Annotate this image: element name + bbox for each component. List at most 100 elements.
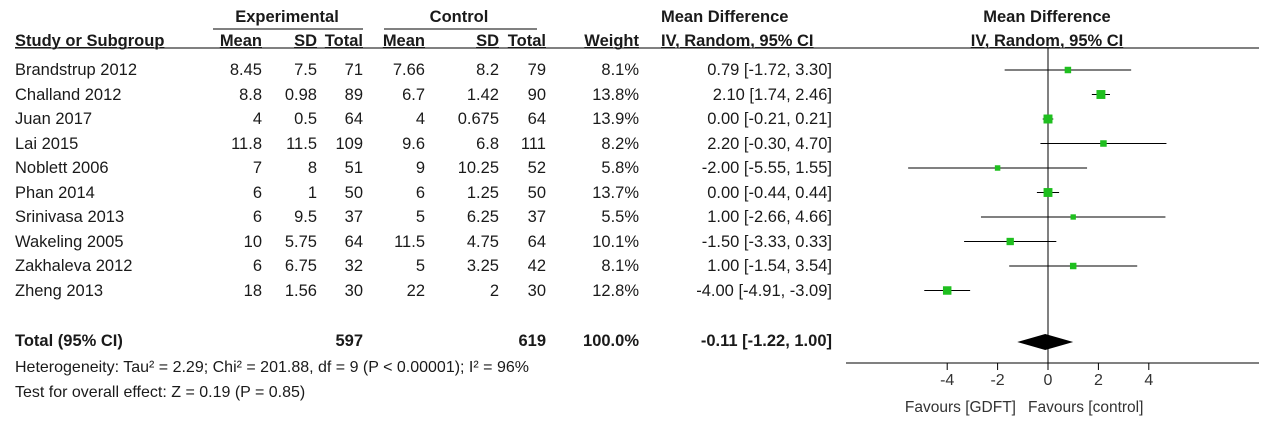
- ctrl-total: 37: [527, 208, 546, 226]
- study-weight: 13.9%: [592, 110, 639, 128]
- study-ci: 0.00 [-0.44, 0.44]: [707, 183, 832, 202]
- plot-md-method-header: IV, Random, 95% CI: [970, 32, 1124, 50]
- ctrl-total: 50: [527, 183, 546, 202]
- ctrl-total: 90: [527, 85, 546, 104]
- exp-sd: 11.5: [286, 134, 317, 153]
- study-weight: 8.2%: [601, 134, 639, 153]
- study-weight: 13.8%: [592, 85, 639, 104]
- effect-marker: [1006, 237, 1014, 246]
- ctrl-mean: 9.6: [402, 134, 425, 153]
- study-ci: -1.50 [-3.33, 0.33]: [701, 232, 832, 251]
- experimental-group-header: Experimental: [235, 8, 339, 26]
- x-tick-label: -4: [940, 372, 954, 389]
- x-tick-label: 2: [1094, 372, 1103, 389]
- x-tick-label: -2: [990, 372, 1004, 389]
- effect-marker: [1100, 140, 1107, 147]
- ctrl-sd-header: SD: [476, 32, 499, 50]
- weight-header: Weight: [584, 32, 639, 50]
- study-ci: 0.00 [-0.21, 0.21]: [707, 110, 832, 128]
- exp-total: 109: [335, 134, 363, 153]
- exp-sd: 0.5: [294, 110, 317, 128]
- total-label: Total (95% CI): [15, 332, 123, 350]
- plot-md-header-top: Mean Difference: [983, 8, 1111, 26]
- exp-mean: 7: [252, 159, 262, 177]
- study-name: Juan 2017: [15, 110, 93, 128]
- ctrl-total: 52: [527, 159, 546, 177]
- exp-sd-header: SD: [294, 32, 317, 50]
- md-method-header: IV, Random, 95% CI: [661, 32, 814, 50]
- study-ci: 1.00 [-2.66, 4.66]: [707, 208, 832, 226]
- exp-sd: 9.5: [294, 208, 317, 226]
- ctrl-total: 111: [520, 134, 546, 153]
- effect-marker: [1043, 114, 1053, 124]
- study-name: Srinivasa 2013: [15, 208, 125, 226]
- effect-marker: [1070, 214, 1076, 220]
- exp-total: 30: [344, 281, 363, 300]
- total-exp-n: 597: [335, 332, 363, 350]
- ctrl-mean: 7.66: [392, 61, 425, 79]
- effect-marker: [994, 165, 1001, 171]
- effect-marker: [1069, 262, 1077, 270]
- overall-effect-text: Test for overall effect: Z = 0.19 (P = 0…: [15, 384, 306, 401]
- ctrl-mean: 9: [415, 159, 425, 177]
- pooled-diamond: [1017, 334, 1074, 350]
- study-ci: -2.00 [-5.55, 1.55]: [701, 159, 832, 177]
- exp-total: 64: [344, 110, 363, 128]
- ctrl-sd: 0.675: [457, 110, 499, 128]
- exp-total-header: Total: [324, 32, 363, 50]
- exp-mean: 8.8: [239, 85, 262, 104]
- study-name: Phan 2014: [15, 183, 95, 202]
- study-weight: 8.1%: [601, 61, 639, 79]
- study-column-header: Study or Subgroup: [15, 32, 165, 50]
- exp-mean: 10: [243, 232, 262, 251]
- effect-marker: [1064, 66, 1072, 74]
- ctrl-sd: 3.25: [466, 257, 499, 275]
- effect-marker: [1096, 90, 1106, 99]
- ctrl-mean-header: Mean: [382, 32, 425, 50]
- heterogeneity-text: Heterogeneity: Tau² = 2.29; Chi² = 201.8…: [15, 359, 529, 376]
- favours-left-label: Favours [GDFT]: [904, 399, 1016, 416]
- x-tick-label: 4: [1144, 372, 1153, 389]
- study-name: Wakeling 2005: [15, 232, 124, 251]
- ctrl-total: 30: [527, 281, 546, 300]
- exp-total: 64: [344, 232, 363, 251]
- study-ci: 2.10 [1.74, 2.46]: [712, 85, 832, 104]
- exp-total: 50: [344, 183, 363, 202]
- x-tick-label: 0: [1044, 372, 1053, 389]
- exp-total: 37: [344, 208, 363, 226]
- exp-total: 32: [344, 257, 363, 275]
- ctrl-total: 42: [527, 257, 546, 275]
- exp-sd: 0.98: [284, 85, 317, 104]
- exp-mean: 6: [252, 257, 262, 275]
- study-ci: 0.79 [-1.72, 3.30]: [707, 61, 832, 79]
- control-group-header: Control: [429, 8, 489, 26]
- ctrl-mean: 4: [415, 110, 425, 128]
- ctrl-mean: 6: [415, 183, 425, 202]
- exp-total: 71: [344, 61, 363, 79]
- ctrl-mean: 22: [406, 281, 425, 300]
- ctrl-mean: 11.5: [394, 232, 425, 251]
- exp-sd: 5.75: [284, 232, 317, 251]
- total-ctrl-n: 619: [518, 332, 546, 350]
- study-weight: 13.7%: [592, 183, 639, 202]
- exp-sd: 7.5: [294, 61, 317, 79]
- ctrl-sd: 4.75: [466, 232, 499, 251]
- ctrl-total: 79: [527, 61, 546, 79]
- study-name: Zheng 2013: [15, 281, 104, 300]
- effect-marker: [1043, 188, 1053, 197]
- study-weight: 5.5%: [601, 208, 639, 226]
- ctrl-mean: 5: [415, 257, 425, 275]
- exp-mean: 6: [252, 183, 262, 202]
- study-name: Noblett 2006: [15, 159, 109, 177]
- ctrl-sd: 6.8: [476, 134, 499, 153]
- favours-right-label: Favours [control]: [1028, 399, 1144, 416]
- ctrl-sd: 1.25: [466, 183, 499, 202]
- exp-mean: 11.8: [231, 134, 262, 153]
- exp-sd: 1.56: [284, 281, 317, 300]
- ctrl-total: 64: [527, 110, 546, 128]
- total-ci: -0.11 [-1.22, 1.00]: [700, 332, 832, 350]
- md-header-top: Mean Difference: [661, 8, 789, 26]
- study-name: Challand 2012: [15, 85, 122, 104]
